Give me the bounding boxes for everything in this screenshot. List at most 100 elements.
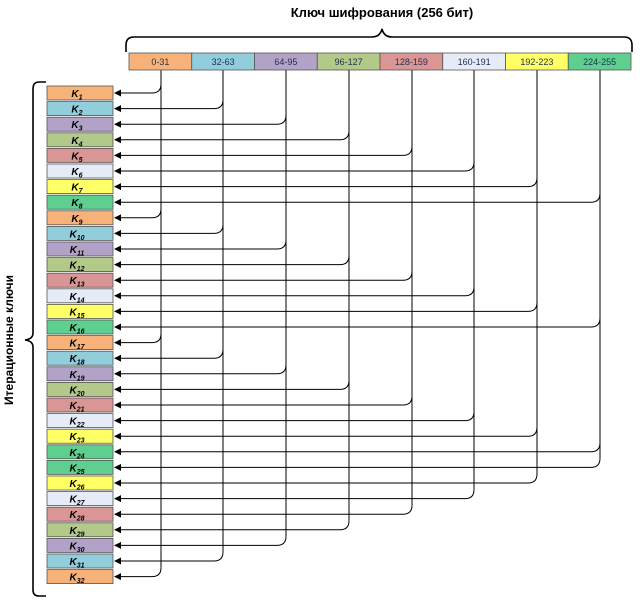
- round-key-connector: [114, 255, 350, 269]
- round-key-connector: [114, 239, 287, 253]
- round-key-connector: [114, 442, 601, 456]
- round-key-K21: K21: [46, 397, 114, 414]
- round-key-connector: [114, 520, 350, 534]
- round-key-box: [46, 444, 114, 460]
- key-segments: 0-31 32-63 64-95 96-127 128-159 160-191 192-22…: [128, 52, 632, 71]
- round-key-K8: K8: [46, 194, 114, 211]
- round-key-label: K6: [71, 167, 82, 180]
- round-key-connector: [114, 333, 162, 347]
- round-key-connector: [114, 161, 475, 175]
- round-key-box: [46, 132, 114, 148]
- round-key-connector: [114, 99, 224, 113]
- round-key-box: [46, 179, 114, 195]
- round-key-K4: K4: [46, 132, 114, 149]
- round-key-label: K31: [69, 557, 84, 570]
- round-key-label: K22: [69, 417, 84, 430]
- round-key-label: K4: [71, 136, 82, 149]
- round-key-label: K11: [70, 245, 85, 258]
- round-key-label: K23: [69, 432, 84, 445]
- round-key-connector: [114, 349, 224, 362]
- round-key-K3: K3: [46, 116, 114, 133]
- round-key-K9: K9: [46, 210, 114, 227]
- key-title: Ключ шифрования (256 бит): [291, 5, 473, 20]
- round-key-box: [46, 335, 114, 351]
- round-key-connector: [114, 411, 475, 425]
- connector-lines: [114, 70, 601, 581]
- key-segment-label: 96-127: [335, 57, 363, 67]
- round-key-box: [46, 413, 114, 429]
- round-key-box: [46, 491, 114, 507]
- round-key-K15: K15: [46, 303, 114, 320]
- round-key-connector: [114, 473, 538, 487]
- key-segment-label: 224-255: [583, 57, 616, 67]
- round-key-label: K17: [69, 339, 85, 352]
- round-key-K13: K13: [46, 272, 114, 289]
- round-key-connector: [114, 83, 162, 97]
- round-key-K18: K18: [46, 350, 114, 367]
- round-key-K7: K7: [46, 179, 114, 196]
- round-key-K19: K19: [46, 366, 114, 383]
- round-key-K10: K10: [46, 225, 114, 242]
- round-key-label: K3: [71, 120, 82, 133]
- round-key-K27: K27: [46, 491, 114, 507]
- round-key-K30: K30: [46, 538, 114, 554]
- round-key-label: K20: [69, 385, 84, 398]
- round-key-K32: K32: [46, 569, 114, 585]
- key-segment-32-63: 32-63: [191, 52, 255, 71]
- round-key-label: K15: [69, 307, 84, 320]
- round-key-label: K7: [71, 183, 83, 196]
- round-key-connector: [114, 317, 601, 331]
- key-segment-96-127: 96-127: [316, 52, 381, 71]
- round-key-box: [46, 225, 114, 241]
- round-key-connector: [114, 489, 475, 503]
- round-key-connector: [114, 567, 162, 581]
- round-key-connector: [114, 193, 601, 206]
- round-key-K5: K5: [46, 147, 114, 164]
- round-key-label: K9: [71, 214, 82, 227]
- key-segment-64-95: 64-95: [254, 52, 318, 71]
- round-key-K12: K12: [46, 257, 114, 273]
- round-key-K2: K2: [46, 101, 114, 117]
- round-key-K16: K16: [46, 319, 114, 336]
- key-segment-label: 64-95: [274, 57, 297, 67]
- round-key-label: K26: [69, 479, 84, 492]
- round-key-K24: K24: [46, 444, 114, 460]
- round-key-box: [46, 522, 114, 538]
- round-key-label: K19: [69, 370, 84, 383]
- round-key-box: [46, 101, 114, 116]
- key-segment-label: 128-159: [395, 57, 428, 67]
- round-key-connector: [114, 536, 287, 549]
- key-segment-label: 192-223: [520, 57, 553, 67]
- round-key-box: [46, 381, 114, 397]
- round-key-label: K8: [71, 198, 82, 211]
- round-key-label: K14: [69, 292, 84, 305]
- round-key-box: [46, 397, 114, 413]
- round-key-box: [46, 194, 114, 210]
- round-key-label: K29: [69, 526, 84, 539]
- round-key-K25: K25: [46, 459, 114, 476]
- round-key-box: [46, 569, 114, 584]
- round-key-label: K28: [69, 510, 84, 523]
- round-key-box: [46, 163, 114, 179]
- round-key-box: [46, 366, 114, 382]
- round-key-K20: K20: [46, 381, 114, 398]
- round-key-connector: [114, 458, 601, 471]
- round-key-K23: K23: [46, 428, 114, 445]
- round-key-box: [46, 506, 114, 522]
- round-key-box: [46, 147, 114, 163]
- round-key-box: [46, 428, 114, 444]
- key-segment-label: 32-63: [212, 57, 235, 67]
- round-key-box: [46, 257, 114, 273]
- round-key-connector: [114, 208, 162, 222]
- round-key-connector: [114, 146, 413, 159]
- round-key-box: [46, 350, 114, 366]
- round-key-K14: K14: [46, 288, 114, 305]
- round-key-box: [46, 85, 114, 101]
- round-key-connector: [114, 302, 538, 315]
- round-key-K1: K1: [46, 85, 114, 102]
- round-key-box: [46, 475, 114, 491]
- round-key-K6: K6: [46, 163, 114, 180]
- round-key-label: K5: [71, 151, 82, 164]
- round-key-connector: [114, 286, 475, 300]
